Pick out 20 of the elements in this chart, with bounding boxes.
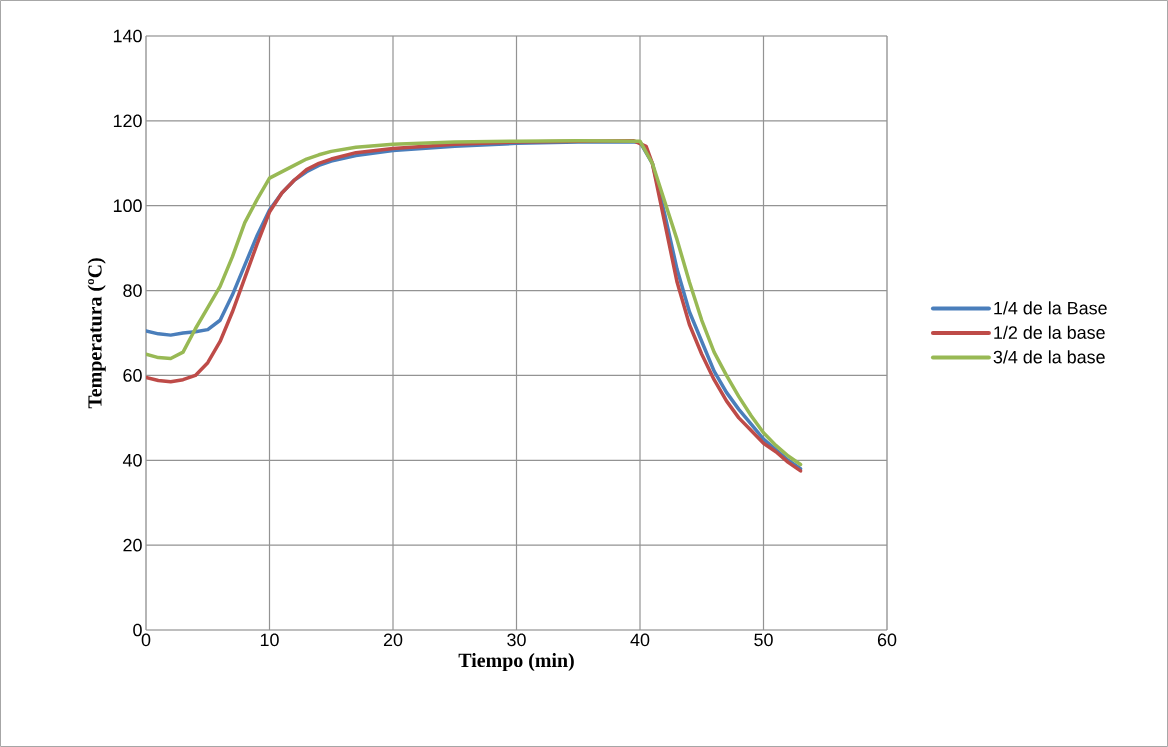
y-tick-label: 40 xyxy=(122,453,142,467)
y-tick-label: 60 xyxy=(123,369,142,382)
legend-label: 1/4 de la Base xyxy=(994,301,1107,315)
y-tick-label: 140 xyxy=(113,29,142,43)
y-tick-label: 120 xyxy=(113,114,142,128)
x-tick-label: 40 xyxy=(630,633,650,647)
x-tick-label: 50 xyxy=(754,633,773,647)
legend-label: 3/4 de la base xyxy=(993,350,1105,364)
x-tick-label: 20 xyxy=(383,633,403,647)
y-tick-label: 100 xyxy=(113,199,142,213)
legend-label: 1/2 de la base xyxy=(994,325,1105,339)
y-tick-label: 20 xyxy=(123,538,142,552)
x-axis-title: Tiempo (min) xyxy=(458,653,574,672)
x-tick-label: 0 xyxy=(141,633,151,647)
x-tick-label: 10 xyxy=(260,633,279,647)
y-axis-title: Temperatura (ºC) xyxy=(87,258,106,409)
x-tick-label: 30 xyxy=(507,633,526,647)
y-tick-label: 0 xyxy=(133,623,142,637)
y-tick-label: 80 xyxy=(123,284,142,297)
x-tick-label: 60 xyxy=(877,633,897,647)
